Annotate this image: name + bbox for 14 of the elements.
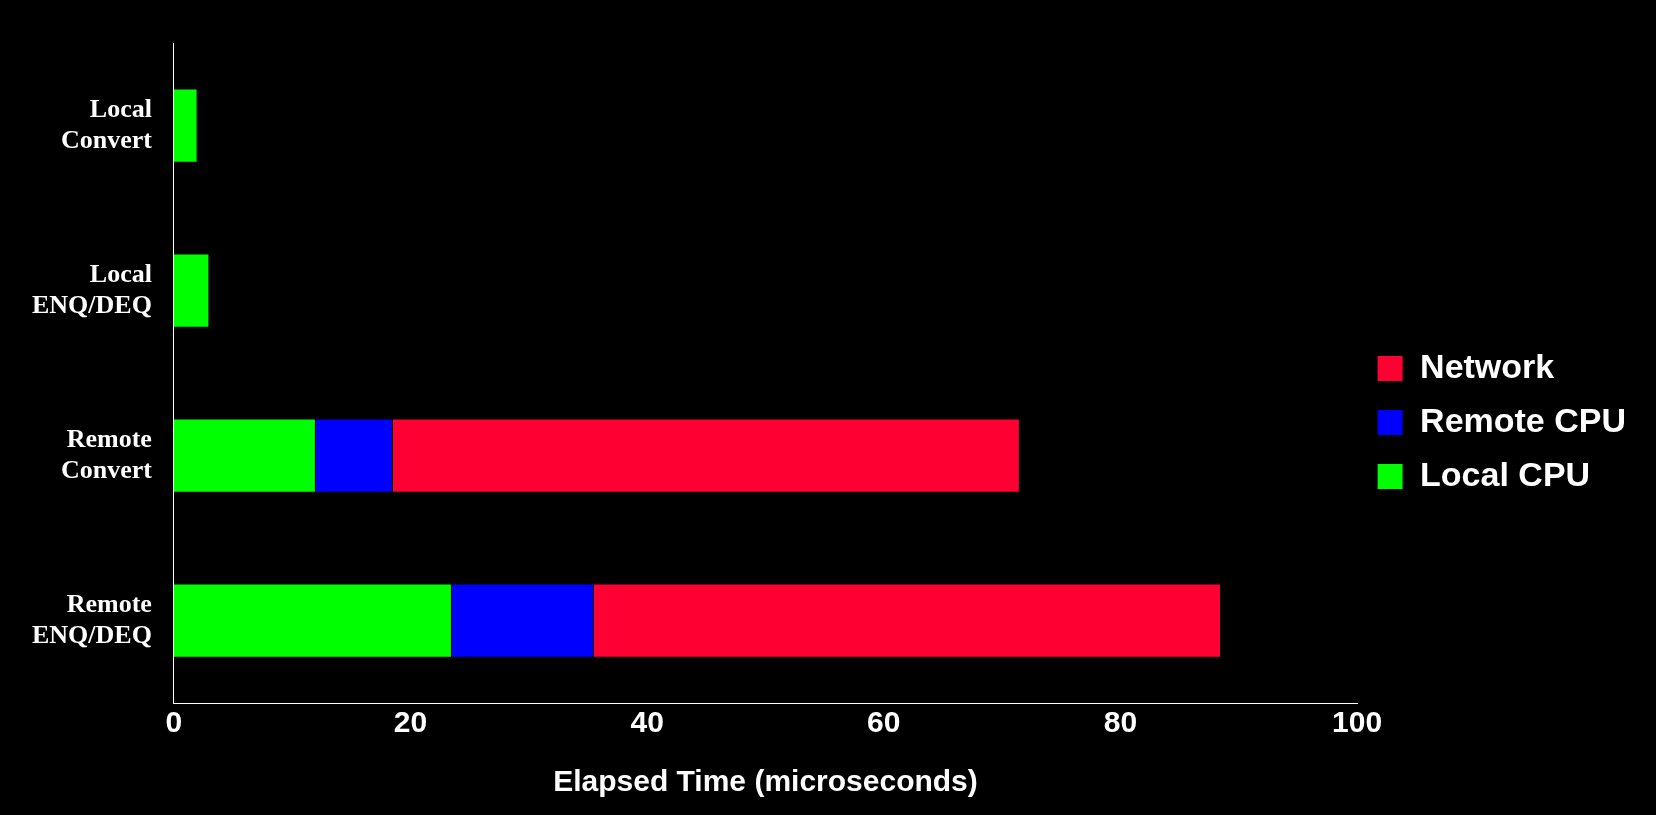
x-tick-label: 80 [1103, 705, 1138, 739]
legend-label: Local CPU [1420, 454, 1591, 493]
y-tick-label: Local Convert [60, 93, 153, 154]
legend-label: Network [1420, 346, 1555, 385]
y-tick-label: Remote Convert [60, 423, 153, 484]
legend-label: Remote CPU [1420, 400, 1627, 439]
x-tick-label: 0 [165, 705, 183, 739]
y-tick-label: Remote ENQ/DEQ [31, 588, 152, 649]
y-tick-label: Local ENQ/DEQ [31, 258, 152, 319]
x-tick-label: 20 [393, 705, 428, 739]
x-axis-title: Elapsed Time (microseconds) [553, 764, 978, 798]
x-tick-label: 100 [1332, 705, 1383, 739]
x-tick-label: 60 [867, 705, 901, 739]
x-tick-label: 40 [630, 705, 664, 739]
